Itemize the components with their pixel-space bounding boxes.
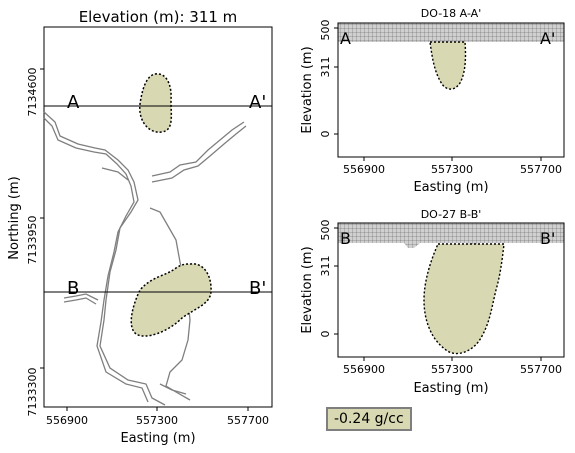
section-b-panel: DO-27 B-B' B B' 556900 557300 557700 Eas… — [300, 208, 565, 396]
section-b-x-ticks — [363, 357, 542, 361]
map-title: Elevation (m): 311 m — [79, 8, 238, 26]
map-x-tick-label: 557700 — [227, 414, 269, 427]
map-y-tick-label: 7134600 — [26, 68, 39, 117]
section-a-x-tick-label: 556900 — [343, 163, 385, 176]
section-b-y-tick-label: 500 — [319, 220, 332, 241]
density-label: -0.24 g/cc — [326, 407, 412, 431]
section-b-frame — [337, 222, 565, 358]
section-a-title: DO-18 A-A' — [421, 7, 481, 20]
section-b-title: DO-27 B-B' — [421, 208, 482, 221]
section-b-x-tick-label: 556900 — [343, 363, 385, 376]
section-b-end-label: B' — [249, 278, 266, 299]
section-b-y-tick-label: 311 — [319, 256, 332, 277]
section-b-y-ticks — [334, 227, 338, 335]
section-a-y-tick-label: 0 — [319, 131, 332, 138]
section-a-end-label: A' — [540, 29, 555, 48]
map-y-tick-label: 7133300 — [26, 368, 39, 417]
section-a-y-tick-label: 500 — [319, 20, 332, 41]
section-a-y-axis-label: Elevation (m) — [300, 46, 315, 133]
section-b-x-tick-label: 557700 — [520, 363, 562, 376]
map-y-axis-label: Northing (m) — [7, 176, 22, 259]
section-a-start-label: A — [340, 29, 351, 48]
map-x-axis-label: Easting (m) — [120, 431, 195, 446]
section-a-topography — [338, 23, 564, 46]
section-a-y-ticks — [334, 27, 338, 135]
section-a-x-tick-label: 557700 — [520, 163, 562, 176]
section-b-y-tick-label: 0 — [319, 331, 332, 338]
section-a-y-tick-label: 311 — [319, 57, 332, 78]
section-b-x-axis-label: Easting (m) — [413, 381, 488, 396]
section-b-start-label: B — [67, 278, 79, 299]
map-y-tick-label: 7133950 — [26, 216, 39, 265]
map-x-tick-label: 557300 — [136, 414, 178, 427]
section-a-frame — [337, 22, 565, 158]
map-x-ticks — [66, 407, 249, 411]
section-b-x-tick-label: 557300 — [431, 363, 473, 376]
anomaly-body-north — [139, 73, 173, 133]
map-x-tick-label: 556900 — [46, 414, 88, 427]
map-panel: Elevation (m): 311 m A A' B B' 556900 — [7, 8, 273, 446]
section-a-end-label: A' — [249, 92, 266, 113]
section-b-topography — [338, 223, 564, 248]
section-b-start-label: B — [340, 229, 351, 248]
section-a-start-label: A — [67, 92, 80, 113]
section-a-anomaly-body — [429, 41, 467, 90]
map-y-ticks — [40, 68, 44, 369]
section-a-x-axis-label: Easting (m) — [413, 180, 488, 195]
section-a-panel: DO-18 A-A' A A' 556900 557300 557700 Eas… — [300, 7, 565, 195]
section-a-x-ticks — [363, 157, 542, 161]
section-b-anomaly-body — [423, 243, 505, 355]
section-a-x-tick-label: 557300 — [431, 163, 473, 176]
section-b-end-label: B' — [540, 229, 555, 248]
section-b-y-axis-label: Elevation (m) — [300, 246, 315, 333]
